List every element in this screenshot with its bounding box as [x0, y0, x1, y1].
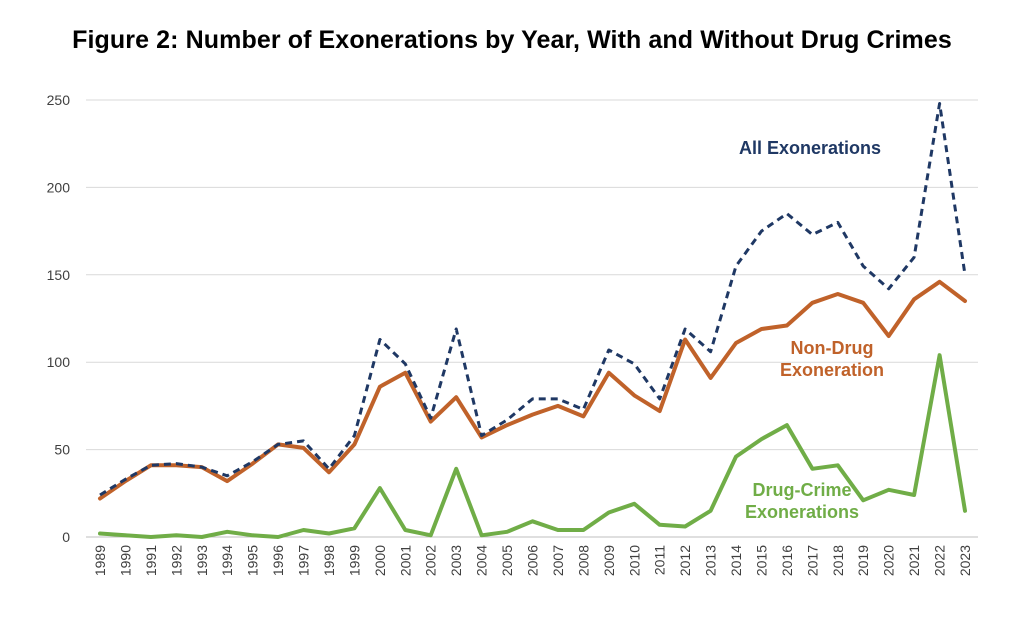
x-tick-label: 1989	[92, 545, 108, 576]
series-annotations: All Exonerations Non-Drug Exoneration Drug-…	[739, 138, 884, 522]
x-tick-label: 2013	[703, 545, 719, 576]
series-line-non-drug-exoneration	[98, 279, 967, 501]
x-tick-label: 2018	[830, 545, 846, 576]
chart-title: Figure 2: Number of Exonerations by Year…	[72, 26, 952, 54]
x-tick-label: 1996	[270, 545, 286, 576]
series-line-all-exonerations	[99, 102, 967, 497]
x-tick-label: 2004	[474, 545, 490, 576]
x-tick-label: 2015	[753, 545, 769, 576]
x-tick-label: 2012	[677, 545, 693, 576]
series-lines	[98, 102, 967, 539]
x-tick-label: 2008	[575, 545, 591, 576]
x-tick-label: 1994	[219, 545, 235, 576]
x-tick-label: 2000	[372, 545, 388, 576]
x-tick-label: 1991	[143, 545, 159, 576]
x-tick-label: 2011	[652, 545, 668, 575]
annotation-non-drug-exoneration: Non-Drug Exoneration	[780, 338, 884, 380]
y-tick-label: 50	[54, 442, 70, 458]
x-tick-label: 2007	[550, 545, 566, 576]
x-tick-label: 2006	[525, 545, 541, 576]
y-tick-label: 0	[62, 529, 70, 545]
annotation-drug-crime-exonerations: Drug-Crime Exonerations	[745, 480, 859, 522]
y-tick-label: 200	[47, 179, 71, 195]
x-tick-label: 1992	[168, 545, 184, 576]
x-tick-label: 2020	[881, 545, 897, 576]
x-tick-label: 2017	[804, 545, 820, 576]
x-tick-label: 1990	[117, 545, 133, 576]
annotation-all-exonerations: All Exonerations	[739, 138, 881, 158]
x-tick-label: 2019	[855, 545, 871, 576]
x-tick-label: 2016	[779, 545, 795, 576]
x-tick-label: 2005	[499, 545, 515, 576]
x-axis-ticks: 1989 1990 1991 1992 1993 1994 1995 1996 1997 1998…	[92, 545, 973, 576]
x-tick-label: 2021	[906, 545, 922, 576]
y-tick-label: 250	[47, 92, 71, 108]
gridlines	[86, 99, 978, 538]
x-tick-label: 2014	[728, 545, 744, 576]
x-tick-label: 1998	[321, 545, 337, 576]
x-tick-label: 1995	[245, 545, 261, 576]
y-axis-ticks: 0 50 100 150 200 250	[47, 92, 71, 545]
x-tick-label: 1997	[296, 545, 312, 576]
x-tick-label: 2001	[397, 545, 413, 576]
x-tick-label: 1999	[346, 545, 362, 576]
x-tick-label: 2023	[957, 545, 973, 576]
x-tick-label: 2002	[423, 545, 439, 576]
y-tick-label: 100	[47, 354, 71, 370]
x-tick-label: 1993	[194, 545, 210, 576]
x-tick-label: 2010	[626, 545, 642, 576]
y-tick-label: 150	[47, 267, 71, 283]
x-tick-label: 2022	[932, 545, 948, 576]
x-tick-label: 2003	[448, 545, 464, 576]
series-line-drug-crime-exonerations	[98, 353, 967, 539]
x-tick-label: 2009	[601, 545, 617, 576]
